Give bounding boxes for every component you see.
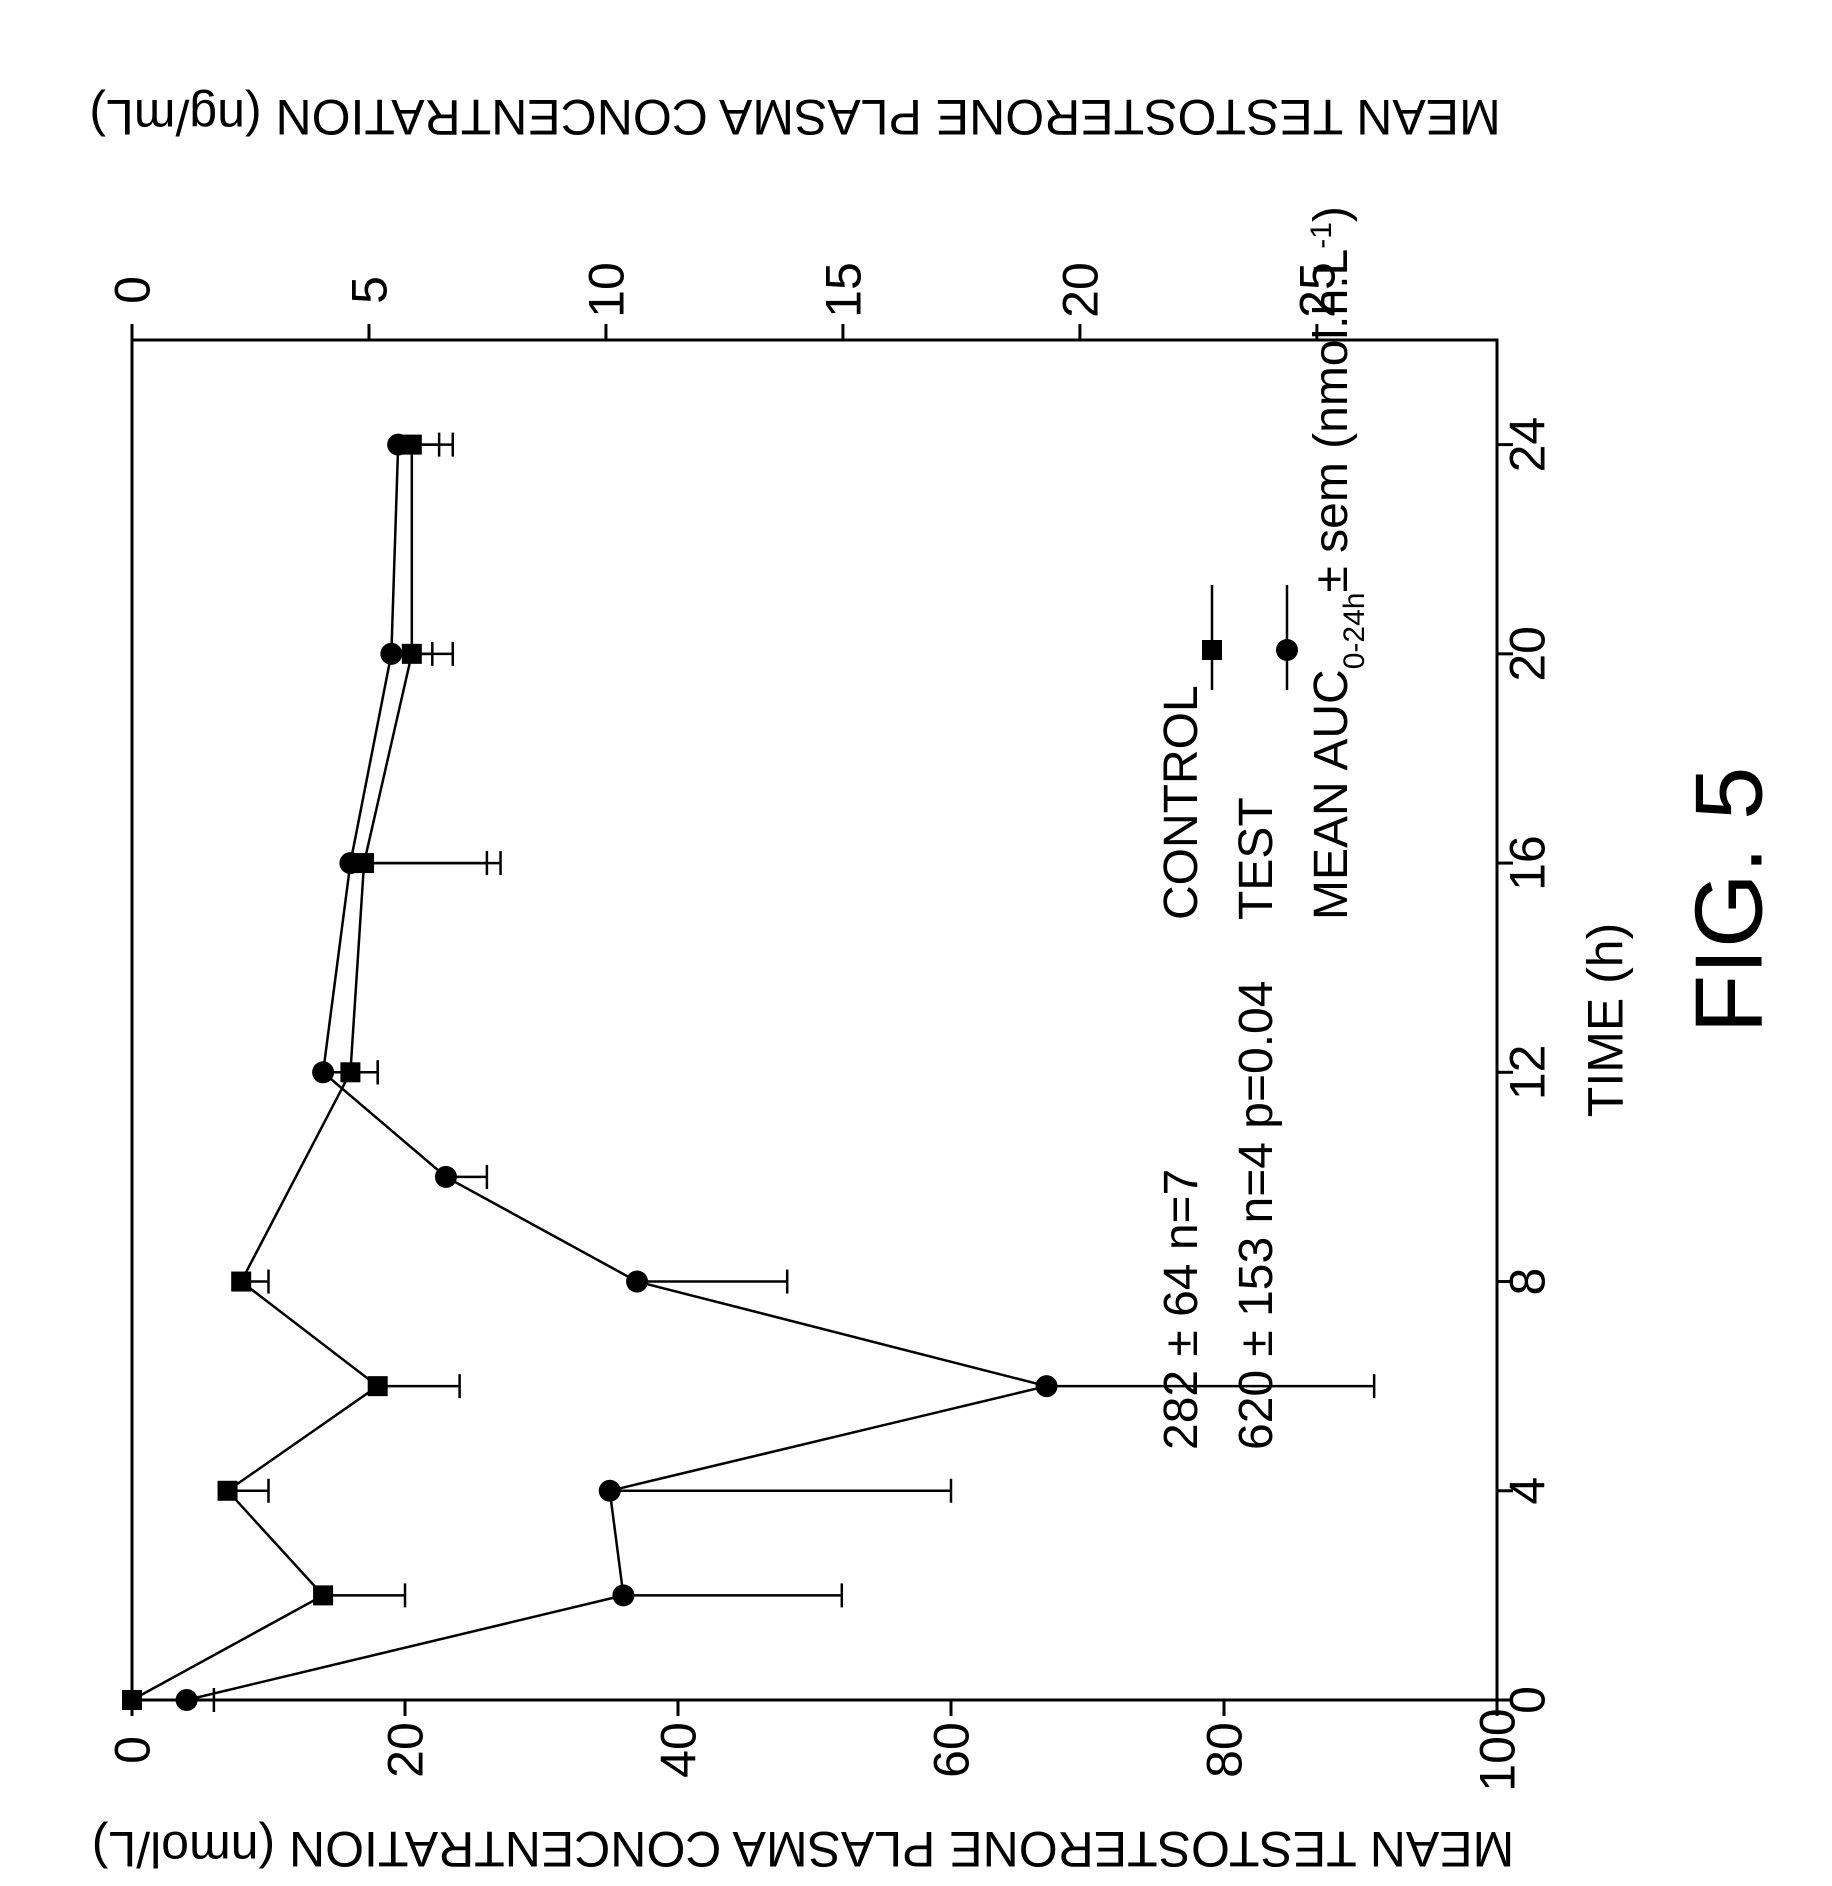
x-tick-label: 16 xyxy=(1500,835,1556,891)
legend: MEAN AUC0-24h± sem (nmol.h.L-1) TEST 620 … xyxy=(1155,206,1371,1450)
data-point xyxy=(312,1061,335,1084)
legend-marker-circle xyxy=(1276,639,1298,661)
series-control xyxy=(122,432,489,1710)
y-right-tick-label: 10 xyxy=(578,262,634,318)
plot-frame xyxy=(130,338,1499,1702)
data-point xyxy=(612,1584,635,1607)
x-tick-label: 12 xyxy=(1500,1044,1556,1100)
series-layer xyxy=(122,432,1376,1712)
x-tick-label: 24 xyxy=(1500,417,1556,473)
data-point xyxy=(367,1376,388,1397)
y-left-tick-label: 40 xyxy=(651,1722,707,1778)
x-tick-label: 20 xyxy=(1500,626,1556,682)
y-right-tick-label: 0 xyxy=(105,276,161,304)
y-left-tick-label: 60 xyxy=(924,1722,980,1778)
y-axis-right-title: MEAN TESTOSTERONE PLASMA CONCENTRATION (… xyxy=(89,89,1500,145)
y-right-tick-label: 5 xyxy=(341,276,397,304)
legend-entry-stats: 282 ± 64 n=7 xyxy=(1155,1169,1208,1450)
data-point xyxy=(401,643,422,664)
figure-label: FIG. 5 xyxy=(1676,767,1783,1034)
y-axis-left-title: MEAN TESTOSTERONE PLASMA CONCENTRATION (… xyxy=(92,1821,1514,1877)
legend-header: MEAN AUC0-24h± sem (nmol.h.L-1) xyxy=(1305,206,1371,920)
data-point xyxy=(434,1165,457,1188)
chart-plot: MEAN AUC0-24h± sem (nmol.h.L-1) TEST 620 … xyxy=(122,206,1513,1716)
series-line xyxy=(186,444,1047,1702)
legend-entry-stats: 620 ± 153 n=4 p=0.04 xyxy=(1230,981,1283,1450)
series-test xyxy=(175,432,1376,1712)
data-point xyxy=(340,1062,361,1083)
data-point xyxy=(217,1480,238,1501)
y-left-tick-label: 80 xyxy=(1197,1722,1253,1778)
data-point xyxy=(354,853,375,874)
y-right-tick-label: 25 xyxy=(1289,262,1345,318)
y-left-tick-label: 100 xyxy=(1470,1708,1526,1791)
y-right-tick-label: 20 xyxy=(1052,262,1108,318)
data-point xyxy=(313,1585,334,1606)
data-point xyxy=(175,1689,198,1711)
data-point xyxy=(401,434,422,455)
x-tick-label: 8 xyxy=(1500,1268,1556,1296)
x-tick-label: 0 xyxy=(1500,1686,1556,1714)
x-tick-label: 4 xyxy=(1500,1477,1556,1505)
legend-entry-name: TEST xyxy=(1230,797,1283,920)
data-point xyxy=(231,1271,252,1292)
legend-marker-square xyxy=(1202,640,1222,660)
x-axis-title: TIME (h) xyxy=(1578,923,1634,1117)
y-right-tick-label: 15 xyxy=(815,262,871,318)
data-point xyxy=(1035,1375,1058,1398)
data-point xyxy=(598,1479,621,1502)
y-left-tick-label: 0 xyxy=(105,1736,161,1764)
y-left-tick-label: 20 xyxy=(378,1722,434,1778)
legend-entry-name: CONTROL xyxy=(1155,685,1208,920)
data-point xyxy=(380,642,403,665)
data-point xyxy=(626,1270,649,1293)
